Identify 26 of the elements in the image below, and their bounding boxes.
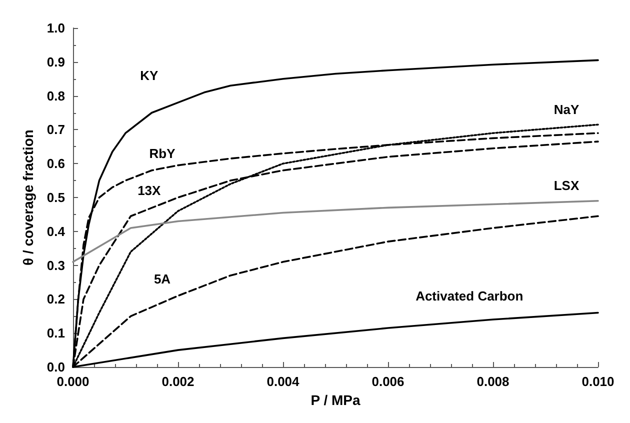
x-tick-label: 0.006 (372, 374, 404, 389)
x-tick-label: 0.000 (56, 374, 90, 389)
y-axis-title: θ / coverage fraction (20, 130, 36, 266)
series-label: 5A (154, 271, 172, 286)
y-tick-label: 0.9 (46, 54, 65, 70)
x-tick-label: 0.008 (476, 374, 510, 389)
y-tick-label: 0.8 (46, 88, 65, 104)
x-axis-title: P / MPa (310, 392, 360, 408)
series-label: RbY (149, 146, 176, 161)
x-tick-label: 0.002 (162, 374, 194, 389)
series-label: KY (140, 68, 158, 83)
series-label: NaY (554, 102, 580, 117)
x-tick-label: 0.004 (266, 374, 300, 389)
y-tick-label: 0.3 (46, 258, 65, 273)
y-tick-label: 0.1 (46, 326, 65, 341)
y-tick-label: 0.0 (46, 360, 65, 374)
series-label: 13X (138, 183, 162, 198)
y-tick-label: 1.0 (46, 20, 65, 36)
y-tick-label: 0.2 (46, 292, 65, 307)
y-tick-label: 0.7 (46, 122, 65, 138)
series-label: Activated Carbon (416, 288, 524, 304)
series-label: LSX (554, 178, 580, 194)
y-tick-label: 0.4 (46, 224, 66, 239)
x-tick-label: 0.010 (582, 374, 614, 389)
y-tick-label: 0.6 (46, 156, 65, 172)
y-tick-label: 0.5 (46, 190, 65, 205)
